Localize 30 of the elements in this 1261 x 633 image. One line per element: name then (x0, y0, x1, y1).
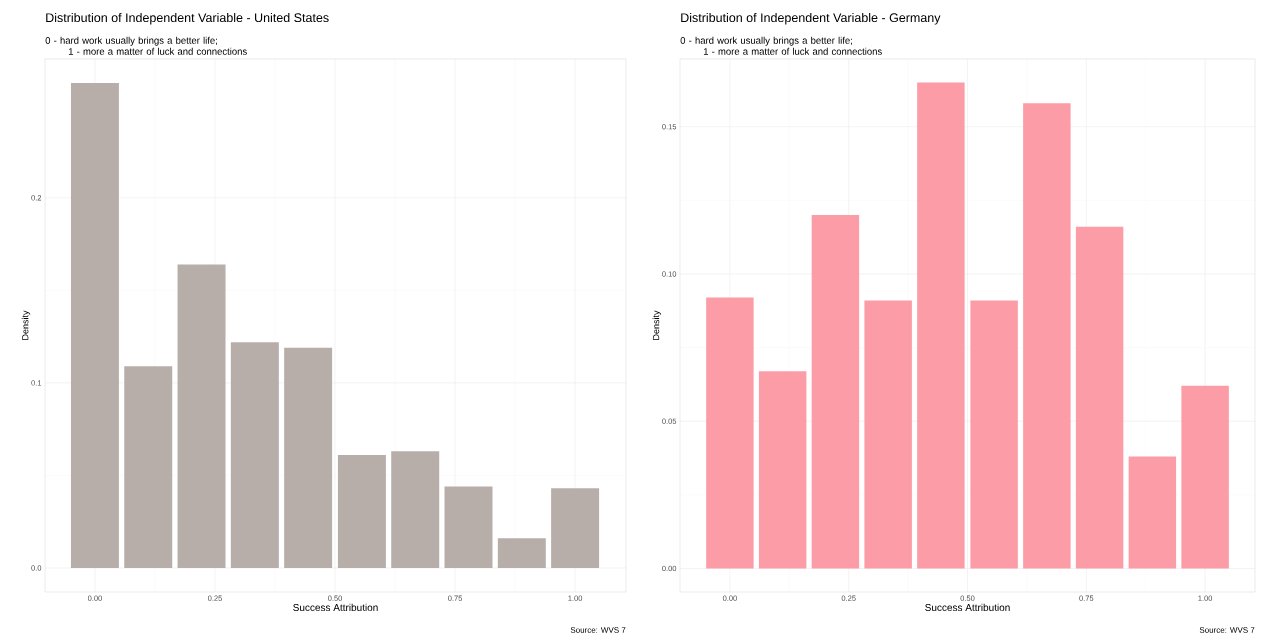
bar (284, 347, 333, 568)
bar (1128, 456, 1177, 569)
bar (1023, 103, 1071, 569)
chart-title: Distribution of Independent Variable - United States (46, 12, 329, 25)
bar (177, 264, 226, 568)
x-axis-title: Success Attribution (293, 603, 378, 612)
bar (497, 538, 546, 568)
chart-subtitle: 0 - hard work usually brings a better life; 1 - more a matter of luck and connections (45, 36, 247, 55)
bar (551, 488, 600, 568)
bar (1075, 226, 1124, 569)
chart-subtitle: 0 - hard work usually brings a better life; 1 - more a matter of luck and connections (680, 36, 882, 55)
bar (864, 300, 912, 569)
bar (706, 297, 754, 569)
y-axis-title: Density (21, 310, 31, 340)
bar (337, 455, 386, 568)
bar (970, 300, 1018, 569)
x-axis-title: Success Attribution (925, 603, 1010, 612)
source-note: Source: WVS 7 (1199, 627, 1255, 633)
y-axis-title: Density (652, 310, 662, 340)
bar (230, 342, 279, 568)
bar (1181, 385, 1229, 569)
source-note: Source: WVS 7 (570, 627, 626, 633)
bar (758, 371, 807, 569)
bar (917, 82, 965, 569)
bar (70, 83, 119, 568)
chart-title: Distribution of Independent Variable - Germany (681, 12, 941, 25)
bar (444, 486, 493, 568)
bar (391, 451, 440, 568)
bar (811, 215, 860, 569)
bar (124, 366, 173, 568)
